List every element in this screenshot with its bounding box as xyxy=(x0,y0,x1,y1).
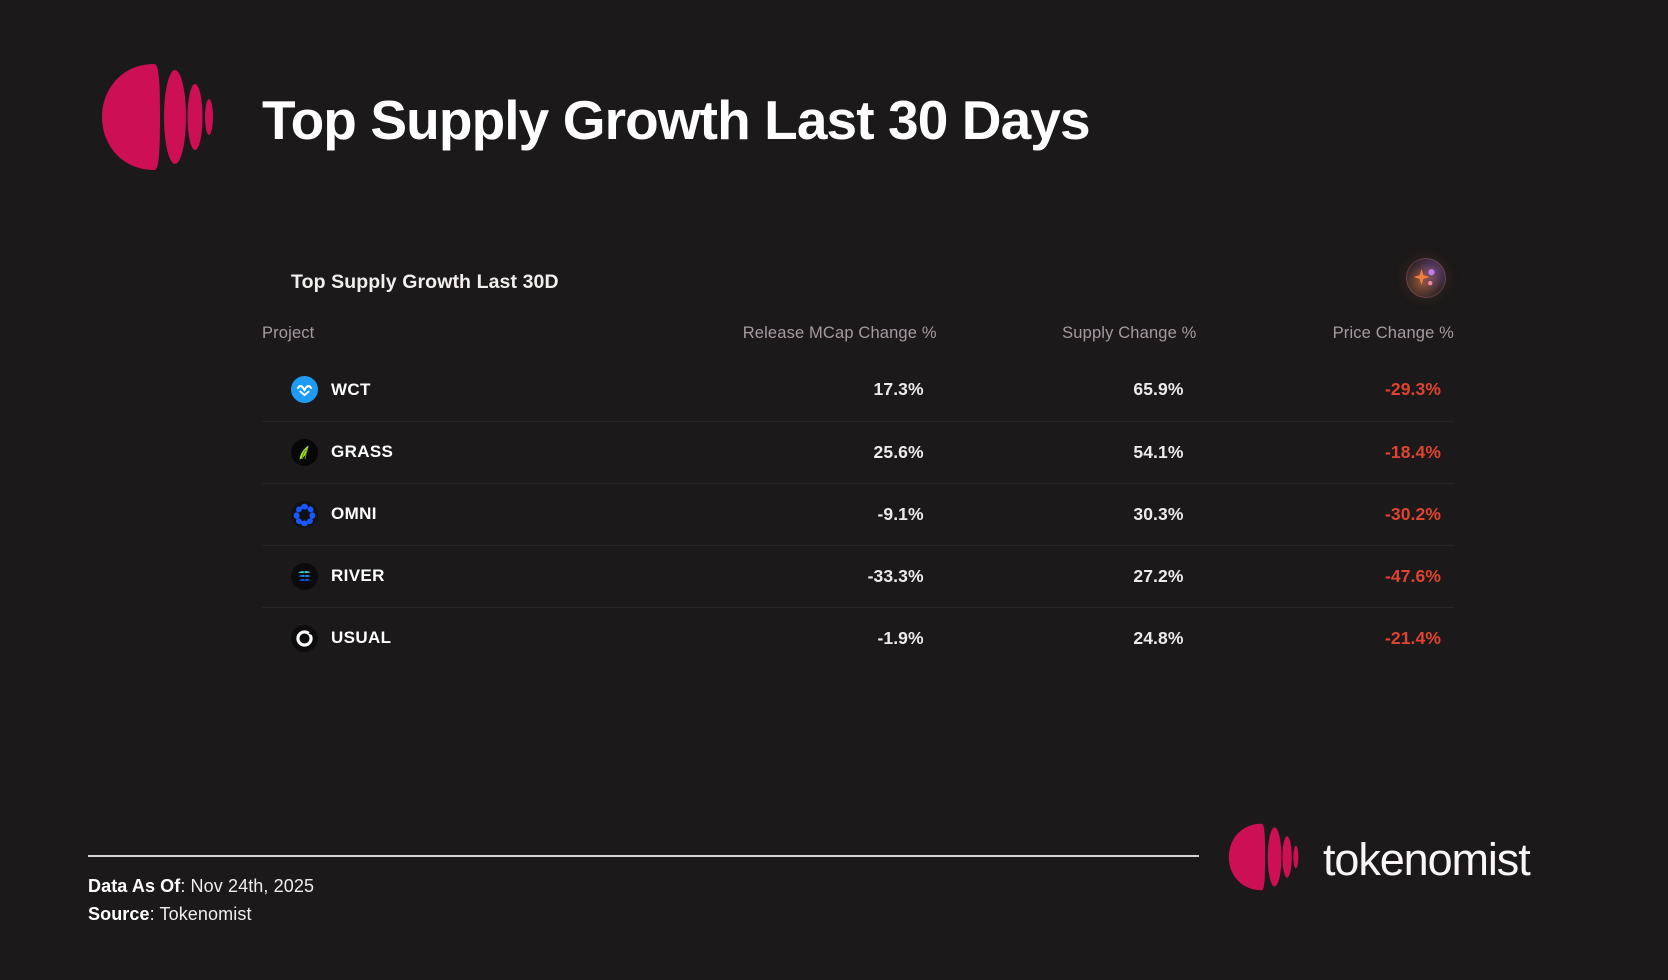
price-change-value: -47.6% xyxy=(1196,544,1454,607)
project-name: GRASS xyxy=(331,442,394,461)
column-header-supply-change[interactable]: Supply Change % xyxy=(1062,324,1197,342)
grass-coin-icon xyxy=(291,438,318,466)
column-header-release-mcap-change[interactable]: Release MCap Change % xyxy=(742,324,937,342)
project-name: USUAL xyxy=(331,628,392,648)
supply-growth-card: Top Supply Growth Last 30D Project Relea… xyxy=(262,252,1454,692)
sparkle-icon xyxy=(1413,269,1435,286)
page-title: Top Supply Growth Last 30 Days xyxy=(262,88,1091,151)
project-name: RIVER xyxy=(331,566,385,585)
data-as-of-line: Data As Of: Nov 24th, 2025 xyxy=(88,872,314,900)
tokenomist-logo-icon xyxy=(1225,820,1299,899)
release-mcap-change-value: 17.3% xyxy=(873,379,924,400)
release-mcap-change-value: -9.1% xyxy=(624,482,937,545)
supply-change-value: 54.1% xyxy=(936,420,1197,483)
project-cell: GRASS xyxy=(262,420,625,483)
table-header-row: Project Release MCap Change % Supply Cha… xyxy=(262,314,1454,359)
supply-change-value: 30.3% xyxy=(936,482,1197,545)
wct-coin-icon xyxy=(291,376,318,404)
footer-divider xyxy=(88,855,1199,857)
tokenomist-logo-icon xyxy=(96,58,214,181)
card-header: Top Supply Growth Last 30D xyxy=(262,252,1454,314)
sparkle-ai-button[interactable] xyxy=(1406,258,1446,298)
supply-change-value: 65.9% xyxy=(1133,379,1184,400)
table-row[interactable]: WCT 17.3% 65.9% -29.3% xyxy=(262,359,1454,421)
table-row[interactable]: USUAL -1.9% 24.8% -21.4% xyxy=(262,606,1454,669)
column-header-project[interactable]: Project xyxy=(262,324,315,342)
river-coin-icon xyxy=(291,562,318,590)
footer-metadata: Data As Of: Nov 24th, 2025 Source: Token… xyxy=(88,872,314,928)
brand-wordmark: tokenomist xyxy=(1323,833,1531,885)
project-cell: WCT xyxy=(262,359,624,421)
source-label: Source xyxy=(88,904,150,925)
supply-change-value: 24.8% xyxy=(936,606,1197,669)
project-cell: OMNI xyxy=(262,482,625,545)
price-change-value: -29.3% xyxy=(1384,379,1441,400)
project-cell: USUAL xyxy=(262,606,625,669)
release-mcap-change-value: -33.3% xyxy=(624,544,937,607)
data-as-of-value: : Nov 24th, 2025 xyxy=(180,876,315,896)
footer-brand-logo: tokenomist xyxy=(1225,820,1531,899)
price-change-value: -18.4% xyxy=(1196,420,1454,483)
card-title: Top Supply Growth Last 30D xyxy=(291,271,559,293)
project-cell: RIVER xyxy=(262,544,625,607)
source-value: : Tokenomist xyxy=(149,904,252,925)
supply-growth-table: Project Release MCap Change % Supply Cha… xyxy=(262,314,1454,669)
project-name: WCT xyxy=(331,379,371,399)
table-row[interactable]: GRASS 25.6% 54.1% -18.4% xyxy=(262,420,1454,483)
supply-change-value: 27.2% xyxy=(936,544,1197,607)
source-line: Source: Tokenomist xyxy=(88,900,314,928)
page-header: Top Supply Growth Last 30 Days xyxy=(96,58,1091,181)
release-mcap-change-value: 25.6% xyxy=(624,420,937,483)
price-change-value: -21.4% xyxy=(1196,606,1454,669)
release-mcap-change-value: -1.9% xyxy=(624,606,937,669)
price-change-value: -30.2% xyxy=(1196,482,1454,545)
data-as-of-label: Data As Of xyxy=(88,876,181,896)
omni-coin-icon xyxy=(291,500,318,528)
table-row[interactable]: OMNI -9.1% 30.3% -30.2% xyxy=(262,482,1454,545)
project-name: OMNI xyxy=(331,504,377,523)
usual-coin-icon xyxy=(291,624,318,652)
column-header-price-change[interactable]: Price Change % xyxy=(1332,324,1454,342)
table-row[interactable]: RIVER -33.3% 27.2% -47.6% xyxy=(262,544,1454,607)
